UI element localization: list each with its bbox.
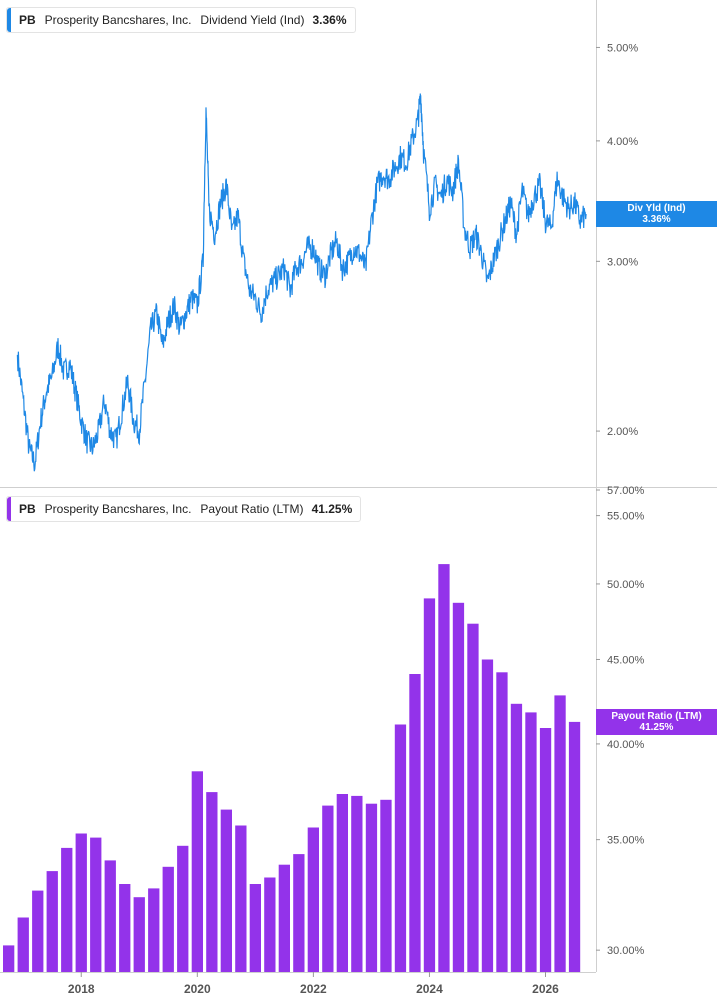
x-tick-label: 2020 bbox=[184, 982, 211, 996]
callout-value: 3.36% bbox=[642, 213, 671, 225]
payout-bar bbox=[351, 795, 363, 972]
payout-bar bbox=[496, 672, 508, 972]
payout-bar bbox=[554, 695, 566, 972]
payout-bar bbox=[206, 792, 218, 972]
payout-bar bbox=[322, 805, 334, 972]
legend-company: Prosperity Bancshares, Inc. bbox=[44, 13, 192, 27]
dividend-yield-callout: Div Yld (Ind) 3.36% bbox=[596, 200, 717, 227]
payout-bar bbox=[220, 809, 232, 972]
payout-bar bbox=[148, 888, 160, 972]
x-tick-label: 2018 bbox=[68, 982, 95, 996]
payout-bar bbox=[278, 864, 290, 972]
payout-bar bbox=[423, 598, 436, 972]
payout-bar bbox=[235, 825, 247, 972]
chart-frame bbox=[0, 0, 717, 973]
y-tick-label: 35.00% bbox=[607, 835, 645, 847]
payout-bar bbox=[75, 833, 87, 972]
legend-company: Prosperity Bancshares, Inc. bbox=[44, 502, 192, 516]
y-tick-label: 3.00% bbox=[607, 256, 638, 268]
payout-bar bbox=[438, 564, 450, 972]
y-tick-label: 57.00% bbox=[607, 485, 645, 497]
payout-bar bbox=[191, 771, 203, 972]
payout-bar bbox=[365, 803, 378, 972]
payout-bar bbox=[46, 871, 58, 972]
payout-bar bbox=[249, 884, 261, 972]
callout-label: Payout Ratio (LTM) bbox=[611, 710, 702, 722]
dividend-yield-series bbox=[16, 93, 587, 472]
payout-bar bbox=[90, 837, 102, 972]
x-tick-label: 2024 bbox=[416, 982, 443, 996]
payout-bar bbox=[307, 827, 319, 972]
payout-ratio-y-axis: 30.00% 35.00% 40.00% 45.00% 50.00% 55.00% 57.0… bbox=[596, 485, 645, 957]
payout-bar bbox=[61, 847, 73, 972]
legend-value: 3.36% bbox=[312, 13, 347, 27]
series-swatch bbox=[7, 497, 11, 521]
x-tick-label: 2026 bbox=[532, 982, 559, 996]
legend-metric: Payout Ratio (LTM) bbox=[200, 502, 304, 516]
payout-bar bbox=[133, 897, 145, 972]
y-tick-label: 40.00% bbox=[607, 739, 645, 751]
payout-bar bbox=[293, 854, 305, 972]
x-tick-label: 2022 bbox=[300, 982, 327, 996]
payout-bar bbox=[525, 712, 537, 972]
payout-bar bbox=[568, 721, 581, 972]
payout-ratio-bars bbox=[3, 564, 581, 972]
payout-bar bbox=[162, 866, 174, 972]
payout-bar bbox=[539, 728, 552, 972]
payout-bar bbox=[394, 724, 407, 972]
payout-bar bbox=[104, 860, 116, 972]
legend-ticker: PB bbox=[19, 502, 36, 516]
y-tick-label: 5.00% bbox=[607, 42, 638, 54]
legend-value: 41.25% bbox=[311, 502, 353, 516]
y-tick-label: 45.00% bbox=[607, 654, 645, 666]
dividend-yield-y-axis: 2.00% 3.00% 4.00% 5.00% bbox=[596, 42, 638, 438]
dividend-yield-legend[interactable]: PB Prosperity Bancshares, Inc. Dividend … bbox=[6, 7, 356, 33]
payout-bar bbox=[177, 845, 189, 972]
callout-value: 41.25% bbox=[639, 721, 674, 733]
dividend-yield-line bbox=[16, 93, 587, 472]
x-axis: 2018 2020 2022 2024 2026 bbox=[68, 972, 559, 996]
payout-ratio-legend[interactable]: PB Prosperity Bancshares, Inc. Payout Ra… bbox=[6, 496, 362, 522]
payout-bar bbox=[119, 884, 131, 972]
series-swatch bbox=[7, 8, 11, 32]
payout-bar bbox=[336, 794, 348, 972]
payout-bar bbox=[380, 799, 392, 972]
payout-bar bbox=[3, 945, 15, 972]
legend-metric: Dividend Yield (Ind) bbox=[200, 13, 305, 27]
payout-bar bbox=[452, 602, 465, 972]
y-tick-label: 2.00% bbox=[607, 426, 638, 438]
y-tick-label: 50.00% bbox=[607, 579, 645, 591]
y-tick-label: 55.00% bbox=[607, 511, 645, 523]
payout-bar bbox=[510, 703, 523, 972]
callout-label: Div Yld (Ind) bbox=[627, 202, 686, 214]
payout-bar bbox=[17, 917, 29, 972]
payout-bar bbox=[264, 877, 276, 972]
payout-bar bbox=[409, 674, 421, 972]
y-tick-label: 30.00% bbox=[607, 945, 645, 957]
payout-bar bbox=[32, 890, 44, 972]
payout-ratio-callout: Payout Ratio (LTM) 41.25% bbox=[596, 708, 717, 735]
payout-bar bbox=[481, 659, 494, 972]
legend-ticker: PB bbox=[19, 13, 36, 27]
y-tick-label: 4.00% bbox=[607, 136, 638, 148]
payout-bar bbox=[467, 623, 479, 972]
